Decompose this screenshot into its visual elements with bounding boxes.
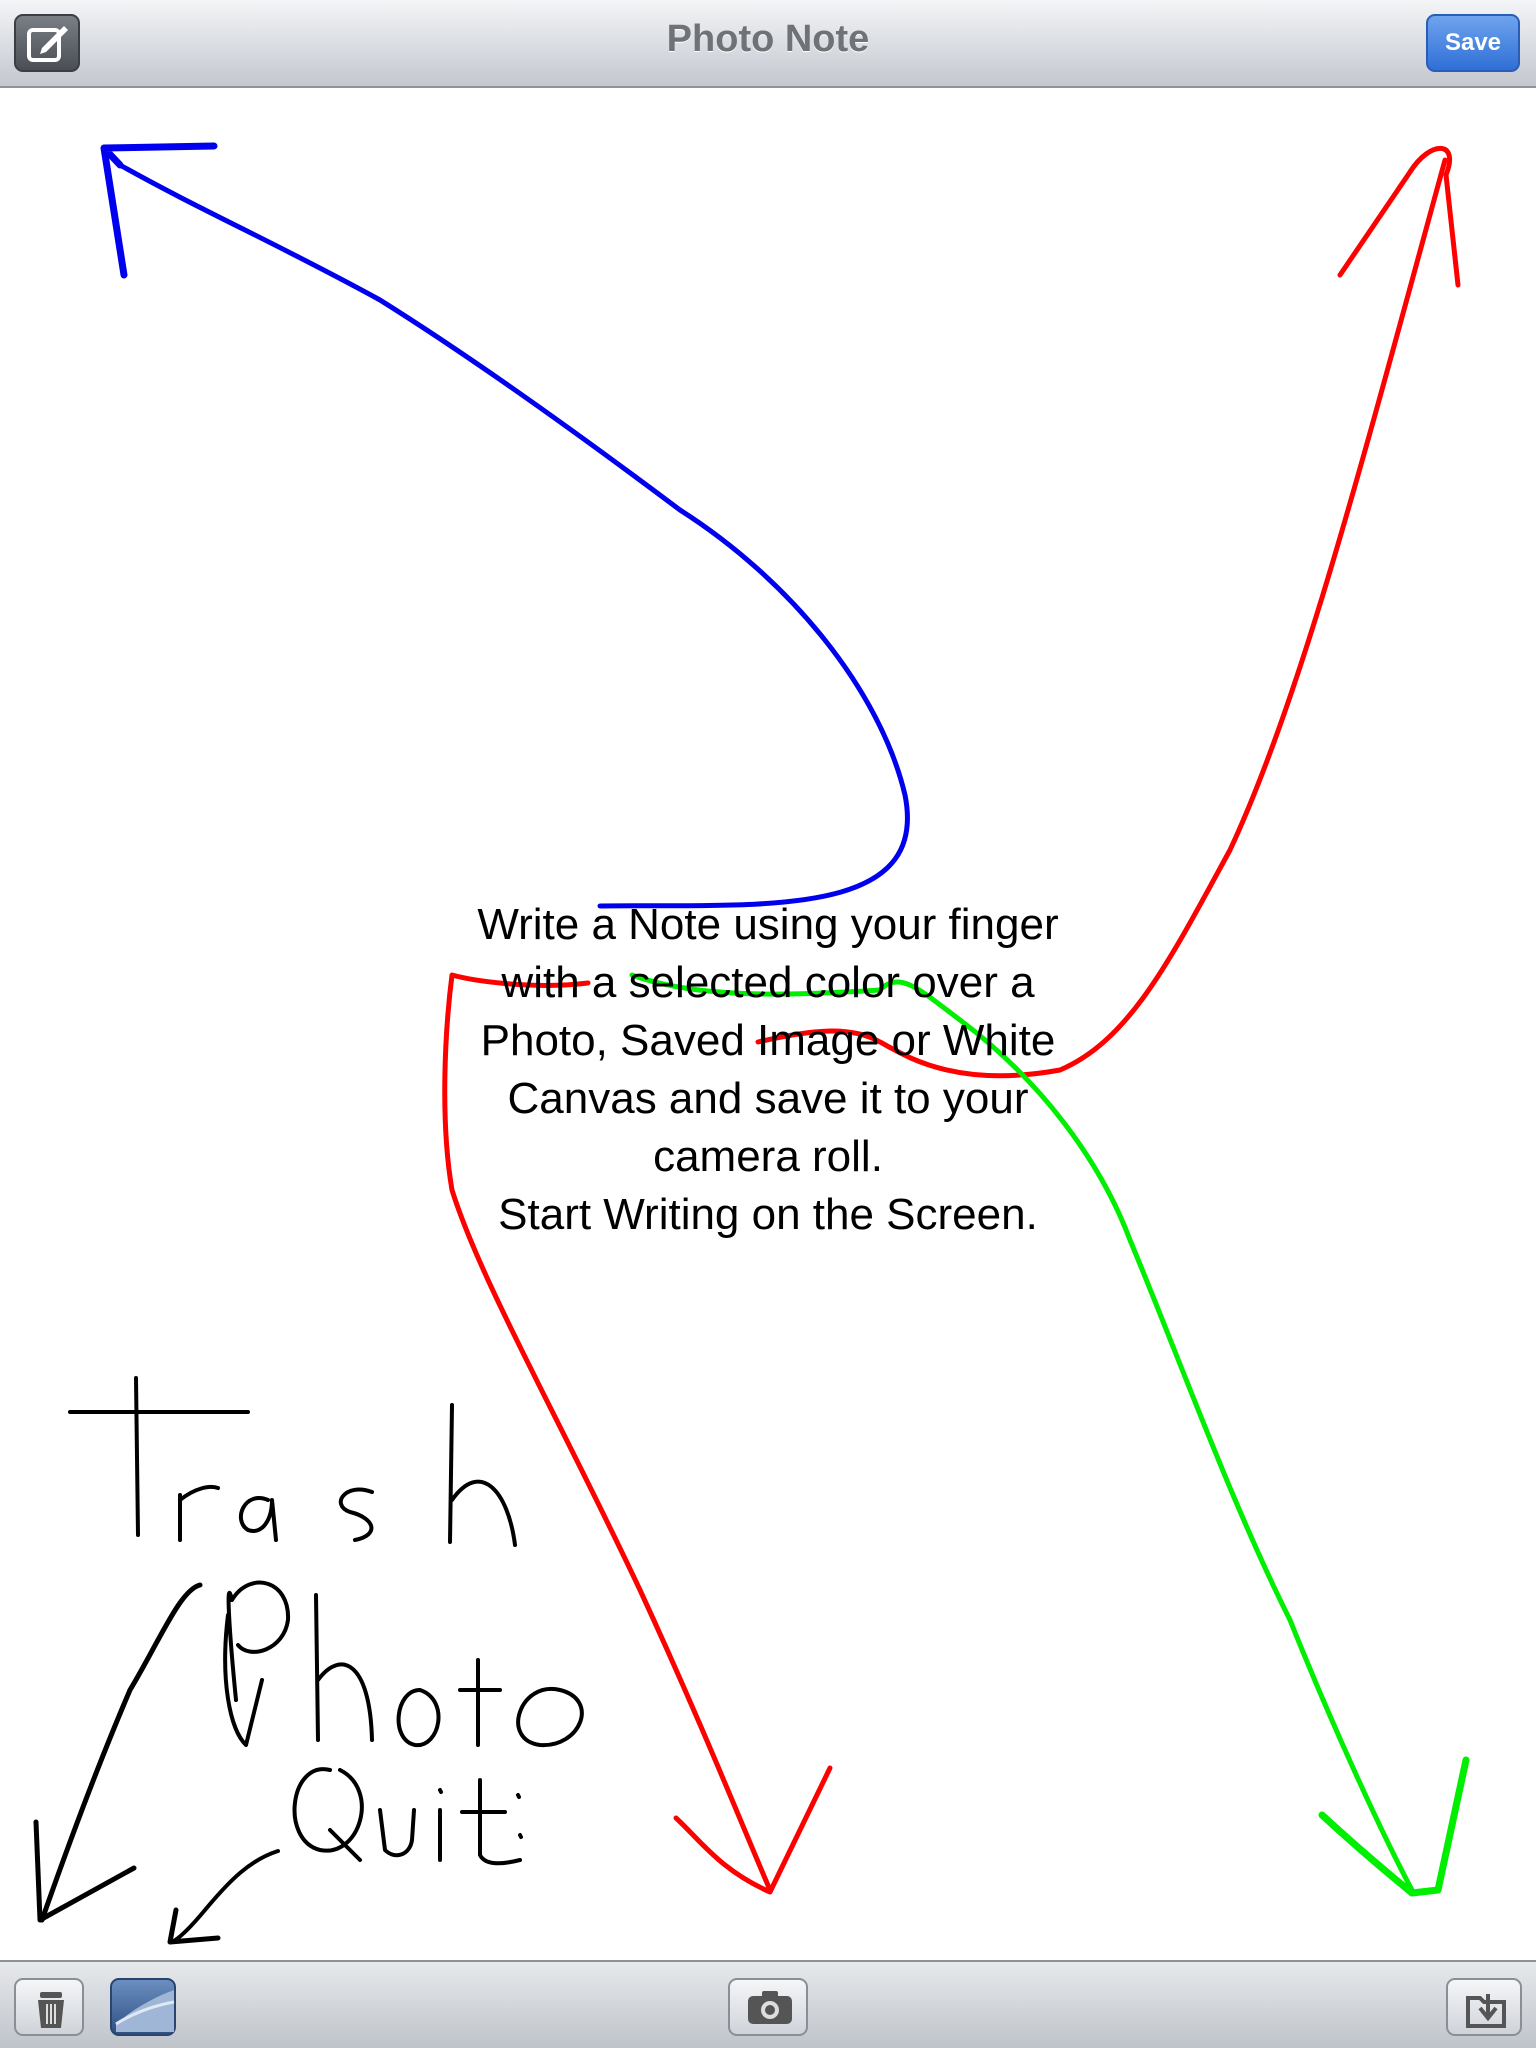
instruction-line: Start Writing on the Screen. [498, 1190, 1038, 1239]
page-curl-icon [115, 1990, 175, 2032]
background-photo-button[interactable] [110, 1978, 176, 2036]
import-button[interactable] [1446, 1978, 1522, 2036]
bottom-toolbar [0, 1960, 1536, 2048]
blue-arrow-stroke [117, 162, 910, 909]
trash-button[interactable] [14, 1978, 84, 2036]
compose-icon [27, 26, 68, 62]
save-button[interactable]: Save [1426, 14, 1520, 72]
navigation-bar: Photo Note Save [0, 0, 1536, 88]
handwriting-trash [68, 1376, 517, 1547]
instruction-line: Write a Note using your finger [477, 900, 1059, 949]
instructions-text: Write a Note using your finger with a se… [380, 896, 1156, 1244]
drawing-canvas[interactable]: Write a Note using your finger with a se… [0, 88, 1536, 1960]
black-arrow-long [39, 1582, 203, 1923]
trash-icon [38, 1992, 64, 2028]
folder-import-icon [1466, 1994, 1506, 2028]
red-arrowhead-down [673, 1765, 833, 1895]
black-arrow-short [170, 1849, 280, 1944]
red-arrow-up-stroke [755, 157, 1448, 1079]
instruction-line: with a selected color over a [501, 958, 1035, 1007]
black-arrowhead-long [33, 1819, 137, 1923]
camera-button[interactable] [728, 1978, 808, 2036]
instruction-line: Canvas and save it to your [507, 1074, 1029, 1123]
handwriting-quit [292, 1767, 523, 1866]
page-title: Photo Note [666, 18, 870, 60]
camera-icon [748, 1991, 792, 2024]
green-arrow-stroke [629, 972, 1415, 1893]
red-arrowhead-up [1337, 145, 1461, 288]
handwriting-photo [223, 1580, 584, 1748]
instruction-line: camera roll. [653, 1132, 883, 1181]
instruction-line: Photo, Saved Image or White [480, 1016, 1056, 1065]
black-arrowhead-short [167, 1907, 221, 1945]
red-arrow-down-stroke [442, 972, 773, 1893]
compose-button[interactable] [14, 14, 80, 72]
green-arrowhead [1318, 1756, 1470, 1897]
blue-arrowhead [100, 142, 218, 279]
